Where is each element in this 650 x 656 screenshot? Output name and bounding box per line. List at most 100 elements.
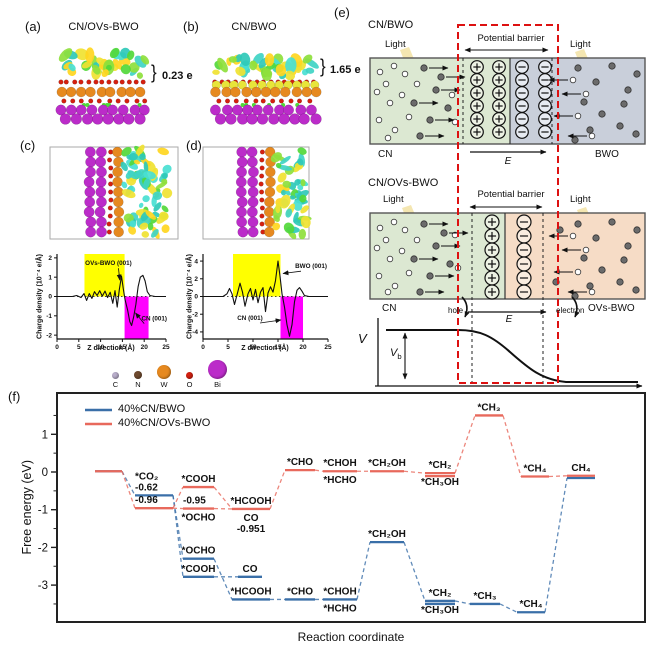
- e-hole-label: hole: [448, 306, 464, 315]
- y-tick-label: -2: [46, 332, 52, 339]
- panel-b-title: CN/BWO: [231, 21, 277, 33]
- f-legend-entry-cn-bwo: 40%CN/BWO: [118, 403, 186, 415]
- atom-symbol: W: [160, 380, 168, 389]
- structure-d-side-view: [235, 146, 312, 240]
- panel-a-label: (a): [25, 19, 41, 34]
- atom-symbol: N: [135, 380, 141, 389]
- f-level-label: -0.62: [135, 482, 158, 493]
- vb-main: V: [390, 347, 398, 359]
- atom-legend-item: W: [157, 365, 171, 389]
- vb-sub: b: [397, 352, 402, 362]
- chart-charge-density-c: 0 5 10 15 20 25 -2 -1 0 1 2 OVs-BWO (001) CN (001): [46, 254, 170, 351]
- atom-legend-item: N: [134, 371, 142, 389]
- f-y-tick-label: 1: [42, 429, 48, 441]
- f-level-label: *HCHO: [323, 603, 357, 614]
- panel-a-brace: }: [151, 61, 157, 84]
- structure-b-cn-bwo: [209, 52, 322, 125]
- f-level-label: *CH₄: [519, 599, 542, 610]
- f-level-label: *CH₂: [429, 460, 452, 471]
- panel-d-label: (d): [186, 138, 202, 153]
- y-tick-label: 1: [48, 274, 52, 281]
- chart-c-xlabel: Z direction (Å): [87, 345, 135, 352]
- panel-f-label: (f): [8, 389, 21, 404]
- chart-annotation: OVs-BWO (001): [85, 260, 132, 267]
- chart-annotation: CN (001): [237, 315, 263, 322]
- structure-a-cn-ovs-bwo: [55, 47, 150, 125]
- atom-color-swatch: [112, 372, 119, 379]
- e-top-light-right: Light: [570, 39, 591, 50]
- atom-symbol: Bi: [214, 380, 221, 389]
- f-xlabel: Reaction coordinate: [297, 630, 405, 644]
- panel-c-label: (c): [20, 138, 36, 153]
- f-level-label: *CH₃OH: [421, 477, 459, 488]
- x-tick-label: 20: [141, 344, 149, 351]
- y-tick-label: 2: [194, 276, 198, 283]
- chart-c-ylabel: Charge density (10⁻⁴ e/Å): [36, 254, 44, 339]
- f-level-label: *HCHO: [323, 475, 357, 486]
- y-tick-label: 4: [194, 258, 198, 265]
- f-level-label: *CH₃: [474, 591, 497, 602]
- e-bottom-barrier-label: Potential barrier: [477, 189, 545, 200]
- e-bottom-field-label: E: [505, 314, 513, 325]
- panel-b-charge-transfer: 1.65 e: [330, 64, 361, 76]
- chart-annotation: BWO (001): [295, 263, 327, 270]
- atom-color-swatch: [157, 365, 171, 379]
- e-top-field-label: E: [504, 156, 512, 167]
- e-top-title: CN/BWO: [368, 19, 414, 31]
- f-level-label: *CHO: [287, 457, 313, 468]
- f-level-label: -0.95: [183, 496, 206, 507]
- atom-symbol: O: [186, 380, 193, 389]
- f-series-40-CN-BWO: *CO₂-0.62 *OCHO *COOH CO *HCOOH *CHO *CHOH *HCH…: [95, 470, 595, 616]
- structure-c-side-view: [83, 144, 173, 239]
- chart-annotation: CN (001): [141, 316, 167, 323]
- e-bottom-title: CN/OVs-BWO: [368, 177, 439, 189]
- atom-color-swatch: [208, 360, 227, 379]
- x-tick-label: 25: [324, 344, 332, 351]
- f-level-label: *HCOOH: [230, 586, 271, 597]
- f-level-label: *HCOOH: [230, 496, 271, 507]
- x-tick-label: 25: [162, 344, 170, 351]
- x-tick-label: 15: [274, 344, 282, 351]
- f-series-40-CN-OVs-BWO: -0.96 *COOH -0.95 *OCHO *HCOOH CO-0.951 *CHO *C…: [95, 402, 595, 535]
- f-level-label: CO: [243, 564, 258, 575]
- e-bottom-light-right: Light: [570, 194, 591, 205]
- e-bottom-region-ovsbwo: OVs-BWO: [588, 303, 635, 314]
- y-tick-label: -2: [192, 311, 198, 318]
- f-level-label: *COOH: [182, 564, 216, 575]
- atom-color-swatch: [134, 371, 142, 379]
- y-tick-label: 2: [48, 255, 52, 262]
- x-tick-label: 5: [77, 344, 81, 351]
- e-top-light-left: Light: [385, 39, 406, 50]
- atom-legend: C N W O Bi: [112, 360, 227, 389]
- e-bottom-region-cn: CN: [382, 303, 397, 314]
- f-y-tick-label: 0: [42, 467, 48, 479]
- x-tick-label: 0: [55, 344, 59, 351]
- f-level-label: *CH₃: [478, 402, 501, 413]
- f-level-label: *COOH: [182, 474, 216, 485]
- y-tick-label: 0: [48, 294, 52, 301]
- x-tick-label: 5: [226, 344, 230, 351]
- chart-free-energy: 10-1-2-3*CO₂-0.62*OCHO*COOH CO*HCOOH *CHO *…: [38, 392, 646, 623]
- barrier-highlight-box: [457, 24, 559, 384]
- atom-legend-item: C: [112, 372, 119, 389]
- e-top-region-cn: CN: [378, 149, 393, 160]
- e-bottom-light-left: Light: [383, 194, 404, 205]
- f-ylabel: Free energy (eV): [19, 460, 34, 555]
- potential-curve: [386, 329, 638, 383]
- f-y-tick-label: -2: [38, 542, 48, 554]
- atom-legend-item: Bi: [208, 360, 227, 389]
- e-top-region-bwo: BWO: [595, 149, 619, 160]
- x-tick-label: 20: [299, 344, 307, 351]
- f-level-label: *CH₄: [523, 464, 546, 475]
- f-level-label: *CH₂: [429, 588, 452, 599]
- chart-d-xlabel: Z direction (Å): [241, 345, 289, 352]
- x-tick-label: 0: [201, 344, 205, 351]
- panel-e-diagram: [369, 24, 646, 389]
- y-tick-label: 0: [194, 294, 198, 301]
- e-electron-label: electron: [556, 306, 585, 315]
- f-level-label: *CH₂OH: [368, 458, 406, 469]
- chart-d-ylabel: Charge density (10⁻⁴ e/Å): [186, 254, 194, 339]
- f-level-label: CH₄: [571, 463, 590, 474]
- f-level-label: *CHOH: [323, 458, 356, 469]
